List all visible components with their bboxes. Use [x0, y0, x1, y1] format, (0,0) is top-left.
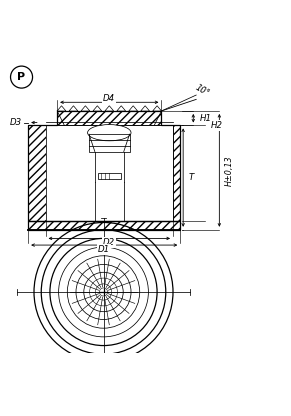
Text: T: T	[189, 173, 194, 182]
Text: D3: D3	[9, 118, 22, 127]
Text: H2: H2	[211, 121, 223, 130]
Ellipse shape	[88, 124, 131, 141]
Text: D4: D4	[103, 94, 115, 103]
Text: D1: D1	[98, 245, 110, 254]
Polygon shape	[105, 106, 114, 111]
Polygon shape	[121, 134, 129, 151]
Text: 10°: 10°	[193, 83, 211, 98]
Polygon shape	[46, 126, 173, 221]
Polygon shape	[69, 106, 78, 111]
Polygon shape	[57, 111, 162, 126]
Polygon shape	[28, 221, 180, 230]
Polygon shape	[129, 106, 138, 111]
Polygon shape	[89, 134, 98, 151]
Polygon shape	[173, 126, 180, 221]
Polygon shape	[81, 106, 90, 111]
Polygon shape	[93, 106, 102, 111]
Text: H1: H1	[200, 114, 212, 123]
Text: D2: D2	[103, 238, 115, 247]
Polygon shape	[57, 106, 66, 111]
Text: H±0,13: H±0,13	[225, 155, 234, 186]
Polygon shape	[117, 106, 126, 111]
Polygon shape	[28, 126, 46, 221]
Polygon shape	[141, 106, 150, 111]
Polygon shape	[153, 106, 162, 111]
Text: P: P	[17, 72, 26, 82]
